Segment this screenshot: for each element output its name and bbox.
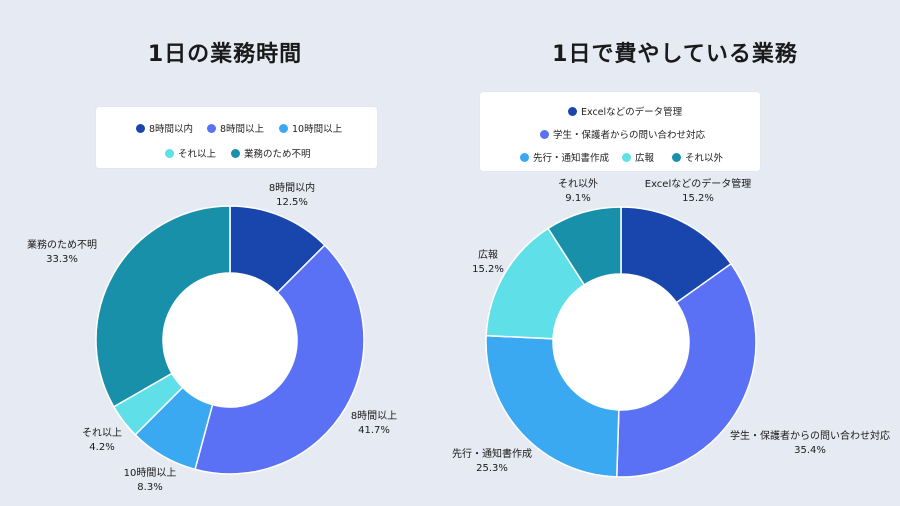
chart-panel-daily-tasks: 1日で費やしている業務 Excelなどのデータ管理 学生・保護者からの問い合わせ… xyxy=(450,0,900,506)
donut-chart: Excelなどのデータ管理 15.2% 学生・保護者からの問い合わせ対応 35.4% 先… xyxy=(452,177,890,478)
slice-category-label: 10時間以上 xyxy=(124,467,177,479)
legend-label: 8時間以上 xyxy=(220,124,265,135)
slice-category-label: 広報 xyxy=(478,248,498,261)
legend-label: 学生・保護者からの問い合わせ対応 xyxy=(553,130,706,141)
chart-title: 1日の業務時間 xyxy=(147,42,303,67)
legend-swatch xyxy=(165,148,174,158)
legend-item: 8時間以内 xyxy=(136,121,193,135)
slice-value-label: 41.7% xyxy=(358,425,390,436)
slice-category-label: 学生・保護者からの問い合わせ対応 xyxy=(730,429,890,442)
legend-label: 10時間以上 xyxy=(292,124,343,135)
legend-item: 広報 xyxy=(622,150,654,164)
legend-item: それ以外 xyxy=(672,150,723,164)
slice-category-label: 8時間以上 xyxy=(351,410,397,422)
slice-category-label: それ以外 xyxy=(558,178,598,190)
legend-item: それ以上 xyxy=(165,146,216,160)
legend-item: 先行・通知書作成 xyxy=(520,150,609,164)
slice-value-label: 35.4% xyxy=(794,445,826,456)
legend-swatch xyxy=(622,152,631,162)
legend-label: それ以外 xyxy=(685,153,724,164)
legend-item: 学生・保護者からの問い合わせ対応 xyxy=(540,127,705,141)
legend-item: 業務のため不明 xyxy=(231,146,311,160)
slice-category-label: それ以上 xyxy=(82,427,122,439)
legend-item: 8時間以上 xyxy=(207,121,264,135)
slice-value-label: 15.2% xyxy=(682,193,714,204)
slice-value-label: 9.1% xyxy=(565,193,590,204)
chart-title: 1日で費やしている業務 xyxy=(552,42,798,67)
legend-swatch xyxy=(568,106,577,116)
chart-legend: 8時間以内 8時間以上 10時間以上 それ以上 業務のため不明 xyxy=(96,107,377,168)
slice-category-label: 先行・通知書作成 xyxy=(452,447,532,460)
legend-swatch xyxy=(136,123,145,133)
slice-value-label: 25.3% xyxy=(476,463,508,474)
legend-label: それ以上 xyxy=(178,149,217,160)
slice-value-label: 15.2% xyxy=(472,264,504,275)
legend-item: 10時間以上 xyxy=(279,121,342,135)
donut-hole xyxy=(163,273,297,407)
legend-swatch xyxy=(279,123,288,133)
slice-category-label: 8時間以内 xyxy=(269,181,315,194)
slice-category-label: 業務のため不明 xyxy=(27,238,97,251)
slice-value-label: 33.3% xyxy=(46,254,78,265)
chart-legend: Excelなどのデータ管理 学生・保護者からの問い合わせ対応 先行・通知書作成 … xyxy=(480,92,760,171)
slice-value-label: 4.2% xyxy=(89,442,114,453)
donut-hole xyxy=(553,274,689,410)
legend-label: 広報 xyxy=(635,153,655,164)
legend-label: 先行・通知書作成 xyxy=(533,153,610,164)
legend-label: Excelなどのデータ管理 xyxy=(581,107,683,118)
legend-label: 8時間以内 xyxy=(149,124,194,135)
slice-value-label: 8.3% xyxy=(137,482,162,493)
slice-category-label: Excelなどのデータ管理 xyxy=(645,177,752,190)
legend-label: 業務のため不明 xyxy=(244,149,311,160)
legend-item: Excelなどのデータ管理 xyxy=(568,104,682,118)
legend-swatch xyxy=(231,148,240,158)
donut-chart: 8時間以内 12.5% 8時間以上 41.7% 10時間以上 8.3% それ以上 4.2% 業務… xyxy=(27,181,397,493)
chart-panel-daily-hours: 1日の業務時間 8時間以内 8時間以上 10時間以上 それ以上 業務のため不明 … xyxy=(27,42,397,493)
slice-value-label: 12.5% xyxy=(276,197,308,208)
legend-swatch xyxy=(540,129,549,139)
legend-swatch xyxy=(672,152,681,162)
legend-swatch xyxy=(207,123,216,133)
legend-swatch xyxy=(520,152,529,162)
